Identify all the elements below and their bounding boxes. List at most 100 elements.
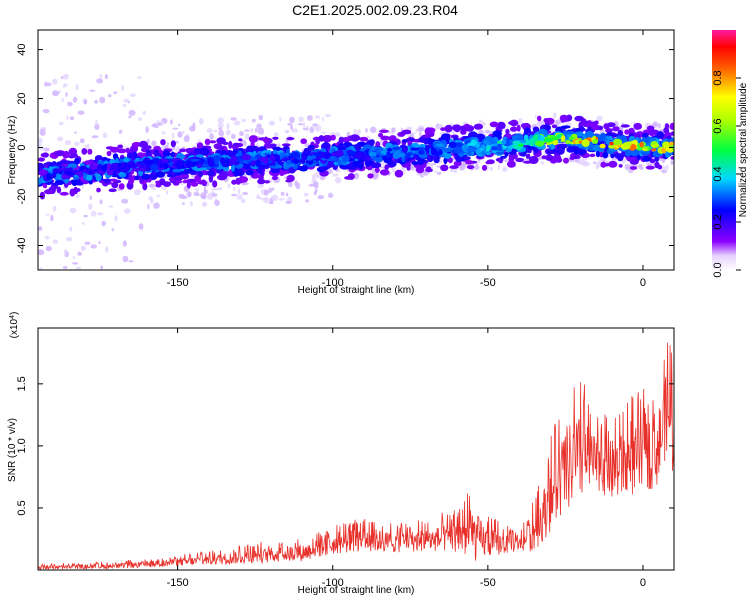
spectrogram-cell	[38, 178, 42, 185]
spectrogram-cell	[208, 174, 214, 183]
spectrogram-speckle	[288, 181, 293, 188]
spectrogram-cell	[360, 151, 366, 159]
spectrogram-cell	[297, 165, 303, 171]
spectrogram-speckle	[89, 89, 96, 92]
spectrogram-speckle	[285, 200, 292, 204]
spectrogram-speckle	[121, 84, 124, 92]
spectrogram-cell	[186, 181, 191, 189]
spectrogram-speckle	[156, 194, 161, 198]
spectrogram-cell	[581, 139, 590, 147]
spectrogram-speckle	[312, 173, 316, 180]
spectrogram-cell	[145, 149, 152, 157]
spectrogram-cell	[139, 164, 145, 169]
spectrogram-speckle	[86, 143, 90, 149]
spectrogram-cell	[111, 181, 119, 189]
spectrogram-cell	[218, 146, 225, 150]
spectrogram-speckle	[108, 205, 114, 208]
spectrogram-cell	[327, 155, 338, 162]
spectrogram-cell	[552, 138, 559, 146]
y-tick-label: 20	[16, 92, 28, 104]
spectrogram-speckle	[198, 118, 204, 125]
spectrogram-speckle	[60, 76, 64, 80]
spectrogram-cell	[520, 152, 526, 157]
spectrogram-cell	[70, 153, 78, 158]
spectrogram-speckle	[122, 103, 127, 107]
spectrogram-cell	[367, 173, 374, 179]
spectrogram-cell	[645, 165, 655, 170]
spectrogram-speckle	[175, 140, 179, 144]
spectrogram-speckle	[98, 241, 101, 244]
spectrogram-speckle	[121, 198, 129, 204]
spectrogram-cell	[263, 136, 269, 145]
spectrogram-speckle	[63, 249, 68, 256]
spectrogram-speckle	[241, 198, 246, 204]
spectrogram-speckle	[335, 177, 342, 184]
spectrogram-cell	[237, 150, 243, 158]
spectrogram-speckle	[65, 92, 68, 97]
spectrogram-cell	[452, 124, 462, 132]
spectrogram-speckle	[77, 251, 82, 256]
spectrogram-speckle	[225, 129, 231, 136]
spectrogram-cell	[670, 131, 674, 136]
spectrogram-cell	[145, 163, 152, 172]
spectrogram-speckle	[75, 84, 79, 91]
spectrogram-cell	[76, 170, 83, 177]
spectrogram-speckle	[324, 113, 332, 118]
spectrogram-cell	[258, 170, 263, 175]
spectrogram-speckle	[133, 189, 141, 196]
spectrogram-speckle	[66, 115, 69, 120]
spectrogram-cell	[466, 165, 475, 170]
spectrogram-cell	[238, 138, 243, 142]
x-tick-label: -50	[480, 577, 496, 589]
spectrogram-speckle	[181, 202, 185, 205]
spectrogram-speckle	[164, 145, 169, 149]
spectrogram-cell	[624, 129, 630, 135]
spectrogram-speckle	[62, 73, 69, 80]
spectrogram-cell	[150, 163, 159, 172]
spectrogram-cell	[350, 134, 360, 142]
spectrogram-speckle	[231, 193, 238, 197]
x-tick-label: -100	[322, 277, 344, 289]
spectrogram-cell	[38, 162, 45, 170]
x-tick-label: -100	[322, 577, 344, 589]
spectrogram-speckle	[211, 188, 218, 191]
spectrogram-cell	[123, 157, 129, 164]
spectrogram-speckle	[265, 168, 271, 173]
spectrogram-cell	[347, 150, 357, 156]
spectrogram-cell	[142, 145, 152, 150]
spectrogram-cell	[610, 153, 615, 159]
spectrogram-cell	[120, 165, 131, 173]
spectrogram-speckle	[227, 183, 231, 188]
spectrogram-cell	[313, 160, 320, 164]
spectrogram-cell	[103, 178, 112, 184]
spectrogram-cell	[272, 149, 278, 155]
spectrogram-speckle	[45, 245, 52, 252]
spectrogram-speckle	[230, 133, 236, 139]
spectrogram-cell	[651, 148, 657, 152]
spectrogram-speckle	[149, 198, 154, 204]
colorbar-tick-label: 0.0	[712, 262, 724, 277]
spectrogram-speckle	[45, 235, 50, 240]
spectrogram-speckle	[96, 78, 103, 84]
spectrogram-speckle	[406, 126, 413, 131]
spectrogram-speckle	[69, 116, 74, 121]
snr-multiplier-label: (x104)	[9, 312, 21, 339]
spectrogram-cell	[565, 131, 575, 135]
spectrogram-cell	[64, 150, 69, 159]
spectrogram-cell	[216, 168, 222, 174]
spectrogram-cell	[322, 135, 332, 143]
y-tick-label: 0.5	[16, 500, 28, 515]
spectrogram-cell	[110, 146, 120, 153]
spectrogram-cell	[204, 138, 211, 145]
spectrogram-cell	[535, 140, 544, 147]
spectrogram-cell	[41, 152, 49, 158]
spectrogram-speckle	[218, 127, 223, 131]
spectrogram-speckle	[278, 198, 285, 201]
colorbar-tick-label: 0.4	[712, 166, 724, 181]
spectrogram-speckle	[80, 245, 86, 251]
spectrogram-cell	[581, 147, 586, 156]
spectrogram-speckle	[613, 120, 619, 128]
spectrogram-cell	[228, 140, 233, 149]
spectrogram-cell	[231, 163, 235, 172]
spectrogram-cell	[394, 169, 404, 178]
